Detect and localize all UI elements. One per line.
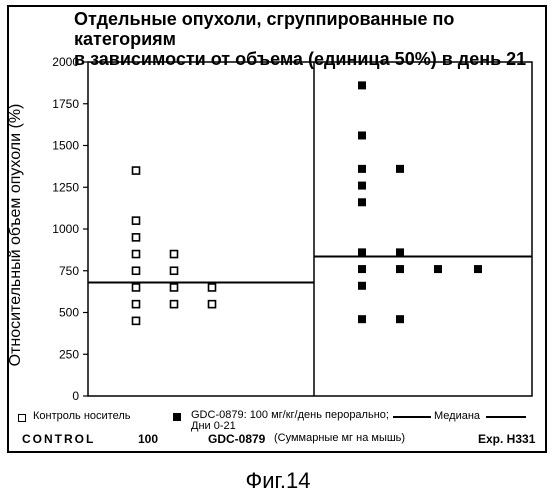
gdc-point-6 — [358, 248, 366, 256]
gdc-point-12 — [396, 265, 404, 273]
y-tick-label-2000: 2000 — [52, 55, 79, 69]
gdc-point-9 — [358, 315, 366, 323]
gdc-point-7 — [358, 265, 366, 273]
legend-median-label: Медиана — [434, 410, 480, 422]
footer-dose: 100 — [138, 432, 158, 446]
figure-caption: Фиг.14 — [0, 468, 556, 494]
gdc-point-13 — [396, 315, 404, 323]
footer: CONTROL 100 GDC-0879 (Суммарные мг на мы… — [16, 432, 546, 450]
y-tick-label-1000: 1000 — [52, 222, 79, 236]
legend: Контроль носитель GDC-0879: 100 мг/кг/де… — [16, 410, 546, 428]
gdc-point-8 — [358, 282, 366, 290]
y-tick-label-1500: 1500 — [52, 139, 79, 153]
control-point-11 — [171, 284, 178, 291]
control-point-8 — [133, 317, 140, 324]
gdc-point-11 — [396, 248, 404, 256]
control-point-9 — [171, 251, 178, 258]
y-tick-label-1750: 1750 — [52, 97, 79, 111]
legend-control-marker — [18, 414, 26, 422]
control-point-5 — [133, 267, 140, 274]
control-point-3 — [133, 234, 140, 241]
control-point-6 — [133, 284, 140, 291]
control-point-1 — [133, 167, 140, 174]
control-point-14 — [209, 301, 216, 308]
scatter-plot: 0 250 500 750 1000 1250 1500 1750 2000 — [0, 0, 556, 460]
control-point-12 — [171, 301, 178, 308]
gdc-point-3 — [358, 165, 366, 173]
control-point-10 — [171, 267, 178, 274]
y-tick-label-750: 750 — [59, 264, 79, 278]
plot-area-frame — [88, 62, 532, 396]
legend-median-line-right — [486, 416, 526, 418]
gdc-point-14 — [434, 265, 442, 273]
y-axis-ticks: 0 250 500 750 1000 1250 1500 1750 2000 — [52, 55, 88, 403]
data-points — [133, 81, 483, 324]
footer-experiment: Exp. H331 — [478, 432, 535, 446]
footer-control: CONTROL — [22, 432, 95, 446]
control-point-4 — [133, 251, 140, 258]
y-tick-label-500: 500 — [59, 306, 79, 320]
legend-gdc-marker — [173, 413, 181, 421]
control-point-2 — [133, 217, 140, 224]
gdc-point-2 — [358, 131, 366, 139]
gdc-point-15 — [474, 265, 482, 273]
gdc-point-10 — [396, 165, 404, 173]
footer-compound: GDC-0879 — [208, 432, 265, 446]
footer-note: (Суммарные мг на мышь) — [274, 432, 405, 444]
gdc-point-1 — [358, 81, 366, 89]
median-lines — [88, 257, 532, 283]
gdc-point-4 — [358, 182, 366, 190]
gdc-point-5 — [358, 198, 366, 206]
legend-gdc-label: GDC-0879: 100 мг/кг/день перорально; Дни… — [191, 410, 389, 432]
y-tick-label-1250: 1250 — [52, 180, 79, 194]
y-tick-label-250: 250 — [59, 347, 79, 361]
legend-control-label: Контроль носитель — [33, 410, 131, 422]
control-point-13 — [209, 284, 216, 291]
legend-median-line — [393, 416, 431, 418]
control-point-7 — [133, 301, 140, 308]
y-tick-label-0: 0 — [72, 389, 79, 403]
